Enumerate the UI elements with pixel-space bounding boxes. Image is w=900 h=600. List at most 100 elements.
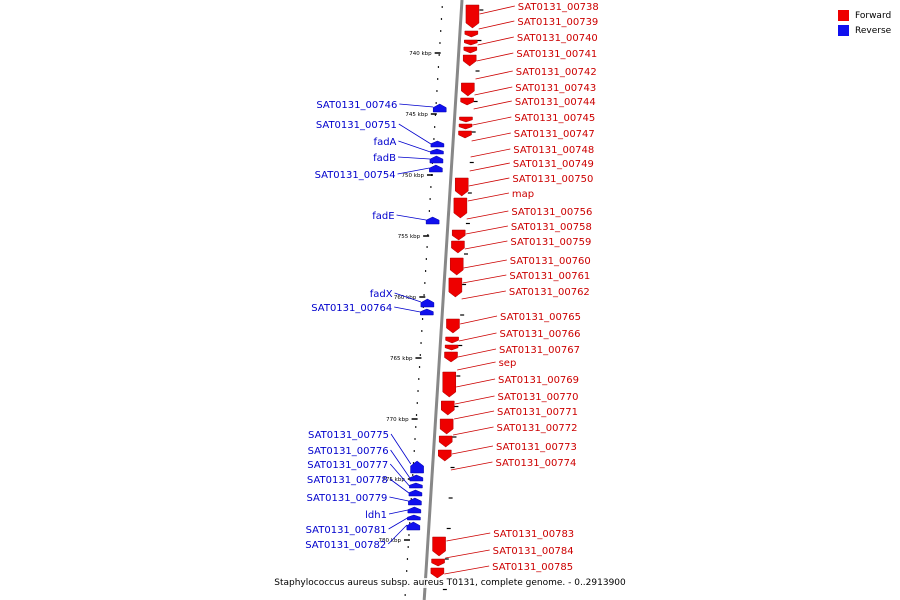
forward-gene-label: SAT0131_00740 — [517, 33, 598, 44]
guide-dot — [412, 474, 414, 476]
forward-gene-leader — [446, 532, 491, 542]
forward-gene-leader — [470, 148, 511, 158]
forward-gene-arrow — [459, 116, 473, 123]
reverse-gene-leader — [398, 140, 431, 153]
forward-gene-leader — [466, 210, 509, 220]
forward-gene-leader — [479, 5, 515, 15]
forward-gene-label: SAT0131_00765 — [500, 312, 581, 323]
scale-tick-label: 740 kbp — [409, 51, 432, 57]
scale-tick-label: 780 kbp — [379, 538, 402, 544]
forward-gene-arrow — [462, 54, 477, 67]
reverse-gene-arrow — [429, 164, 443, 173]
forward-gene-leader — [453, 426, 494, 436]
reverse-gene-label: SAT0131_00782 — [305, 540, 386, 551]
scale-tick-label: 745 kbp — [405, 112, 428, 118]
reverse-gene-leader — [394, 306, 421, 313]
forward-gene-arrow — [439, 418, 454, 435]
forward-gene-label: SAT0131_00758 — [511, 222, 592, 233]
forward-gene-label: SAT0131_00770 — [498, 392, 579, 403]
forward-gene-arrow — [454, 177, 469, 197]
forward-gene-label: SAT0131_00759 — [510, 237, 591, 248]
reverse-gene-leader — [397, 167, 430, 175]
genome-backbone — [422, 0, 464, 600]
guide-dot — [435, 102, 437, 104]
forward-gene-label: SAT0131_00762 — [509, 287, 590, 298]
reverse-gene-arrow — [420, 298, 435, 308]
forward-gene-leader — [458, 332, 497, 342]
forward-gene-leader — [461, 290, 506, 300]
forward-gene-label: SAT0131_00774 — [495, 458, 576, 469]
guide-dot — [415, 414, 418, 416]
reverse-gene-label: SAT0131_00746 — [316, 100, 397, 111]
guide-dot — [438, 54, 440, 56]
forward-gene-leader — [456, 378, 496, 388]
forward-gene-arrow — [445, 336, 459, 344]
forward-gene-arrow — [448, 277, 463, 298]
reverse-gene-label: fadB — [373, 153, 396, 164]
guide-dot — [416, 402, 418, 404]
guide-dot — [412, 462, 415, 464]
forward-gene-leader — [445, 549, 490, 559]
forward-gene-arrow — [458, 123, 473, 130]
reverse-gene-arrow — [407, 514, 421, 521]
forward-gene-label: SAT0131_00745 — [514, 113, 595, 124]
legend-item-reverse: Reverse — [838, 23, 898, 38]
forward-gene-leader — [465, 225, 508, 235]
reverse-gene-leader — [388, 517, 408, 530]
guide-dot — [439, 42, 441, 44]
reverse-gene-label: SAT0131_00777 — [307, 460, 388, 471]
guide-dot — [418, 366, 421, 368]
forward-gene-leader — [454, 395, 495, 405]
forward-gene-label: SAT0131_00783 — [493, 529, 574, 540]
forward-gene-arrow — [463, 46, 478, 54]
scale-tick-label: 750 kbp — [402, 173, 425, 179]
forward-gene-label: SAT0131_00772 — [497, 423, 578, 434]
reverse-gene-leader — [389, 478, 410, 494]
forward-gene-leader — [460, 315, 498, 325]
forward-gene-label: SAT0131_00739 — [517, 17, 598, 28]
reverse-gene-leader — [389, 463, 410, 487]
scale-tick-label: 770 kbp — [386, 417, 409, 423]
forward-gene-arrow — [431, 558, 445, 567]
forward-gene-label: map — [512, 189, 534, 200]
forward-gene-arrow — [458, 130, 472, 139]
scale-tick-label: 760 kbp — [394, 295, 417, 301]
reverse-gene-leader — [390, 449, 411, 479]
reverse-gene-leader — [399, 103, 434, 108]
legend-label-forward: Forward — [855, 10, 892, 21]
reverse-gene-label: SAT0131_00776 — [308, 446, 389, 457]
reverse-gene-arrow — [410, 460, 424, 474]
forward-gene-label: SAT0131_00761 — [509, 271, 590, 282]
reverse-gene-label: SAT0131_00751 — [316, 120, 397, 131]
forward-gene-arrow — [441, 400, 455, 416]
reverse-gene-leader — [397, 156, 431, 160]
forward-gene-label: SAT0131_00743 — [515, 83, 596, 94]
guide-dot — [404, 594, 406, 596]
guide-dot — [418, 378, 420, 380]
reverse-gene-leader — [394, 292, 422, 303]
forward-gene-leader — [462, 274, 507, 284]
guide-dot — [414, 438, 416, 440]
guide-dot — [434, 126, 436, 128]
guide-dot — [423, 294, 425, 296]
forward-gene-arrow — [464, 39, 478, 46]
forward-gene-leader — [454, 410, 495, 420]
guide-dot — [437, 66, 440, 68]
guide-dot — [420, 342, 422, 344]
guide-dot — [425, 258, 427, 260]
guide-dot — [407, 546, 409, 548]
forward-gene-label: SAT0131_00738 — [518, 2, 599, 13]
forward-gene-arrow — [453, 197, 468, 219]
forward-gene-arrow — [465, 4, 480, 29]
forward-gene-leader — [457, 361, 496, 371]
reverse-gene-arrow — [430, 148, 444, 155]
scale-tick-label: 775 kbp — [382, 477, 405, 483]
forward-gene-leader — [469, 162, 510, 172]
reverse-gene-leader — [396, 214, 427, 221]
forward-gene-leader — [457, 348, 497, 358]
legend-swatch-reverse — [838, 25, 849, 36]
forward-gene-arrow — [449, 257, 464, 276]
forward-gene-arrow — [444, 344, 459, 351]
forward-gene-leader — [476, 52, 514, 62]
forward-gene-leader — [477, 36, 514, 46]
